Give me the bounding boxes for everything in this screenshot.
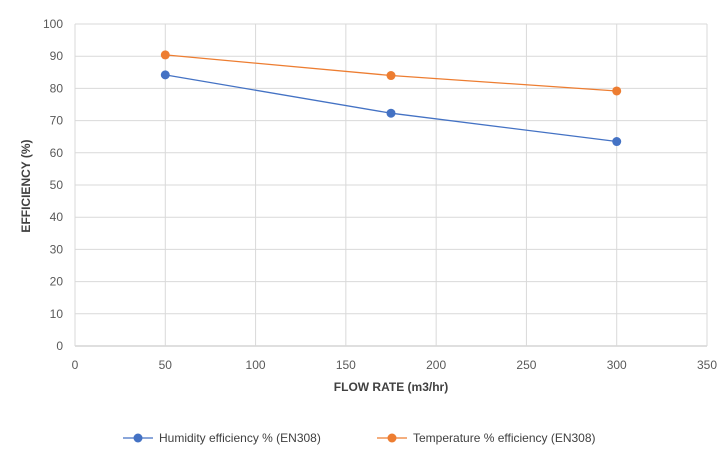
gridlines [74,23,708,347]
data-point [612,137,622,147]
x-tick-label: 200 [426,358,446,372]
data-point [612,86,622,96]
y-tick-label: 0 [56,339,63,353]
y-tick-label: 40 [50,210,64,224]
data-point [386,71,396,81]
legend-item-1: Humidity efficiency % (EN308) [123,431,321,445]
y-tick-labels: 0 10 20 30 40 50 60 70 80 90 100 [43,17,63,353]
y-tick-label: 70 [50,114,64,128]
y-tick-label: 10 [50,307,64,321]
x-tick-label: 150 [336,358,356,372]
x-tick-label: 350 [697,358,717,372]
x-tick-label: 0 [72,358,79,372]
y-tick-label: 30 [50,242,64,256]
legend-label: Temperature % efficiency (EN308) [413,431,596,445]
x-tick-label: 50 [159,358,173,372]
x-tick-label: 250 [516,358,536,372]
data-point [160,50,170,60]
data-point [386,108,396,118]
series-line-1 [165,74,617,143]
y-tick-label: 20 [50,275,64,289]
legend: Humidity efficiency % (EN308) Temperature… [123,431,596,445]
y-tick-label: 80 [50,81,64,95]
legend-label: Humidity efficiency % (EN308) [159,431,321,445]
legend-marker [387,433,397,443]
series-group [160,50,622,147]
y-tick-label: 60 [50,146,64,160]
x-axis-title: FLOW RATE (m3/hr) [334,380,448,394]
legend-item-2: Temperature % efficiency (EN308) [377,431,596,445]
y-tick-label: 100 [43,17,63,31]
y-axis-title: EFFICIENCY (%) [19,139,33,232]
x-tick-labels: 0 50 100 150 200 250 300 350 [72,358,718,372]
y-tick-label: 50 [50,178,64,192]
legend-marker [133,433,143,443]
x-tick-label: 300 [607,358,627,372]
y-tick-label: 90 [50,49,64,63]
x-tick-label: 100 [246,358,266,372]
data-point [160,70,170,80]
